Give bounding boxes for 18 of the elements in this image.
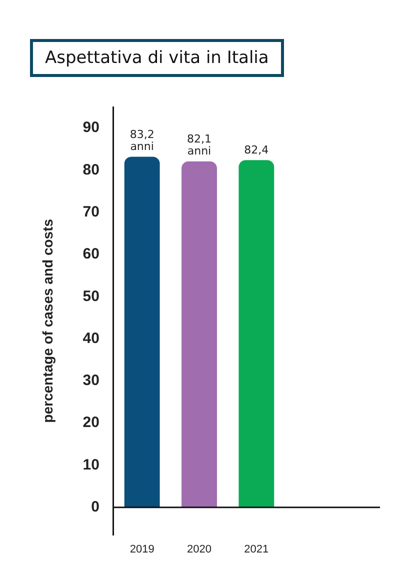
y-tick-label: 30 — [82, 372, 100, 390]
chart-title: Aspettativa di vita in Italia — [30, 39, 284, 77]
x-tick-label: 2021 — [244, 543, 269, 556]
x-tick-label: 2020 — [187, 543, 212, 556]
y-axis-title: percentage of cases and costs — [39, 218, 56, 423]
y-tick-label: 0 — [91, 498, 100, 516]
x-tick-label: 2019 — [130, 543, 154, 556]
data-label: 82,1 anni — [186, 132, 212, 158]
y-tick-label: 80 — [82, 161, 100, 178]
data-label: 83,2 anni — [130, 128, 154, 154]
y-tick-label: 90 — [82, 119, 100, 136]
y-tick-label: 20 — [82, 414, 100, 432]
data-label: 82,4 — [244, 143, 269, 156]
y-tick-label: 10 — [82, 456, 100, 474]
y-tick-label: 50 — [82, 288, 100, 305]
y-tick-label: 70 — [82, 204, 100, 221]
y-tick-label: 40 — [82, 330, 100, 347]
y-tick-label: 60 — [82, 246, 100, 263]
